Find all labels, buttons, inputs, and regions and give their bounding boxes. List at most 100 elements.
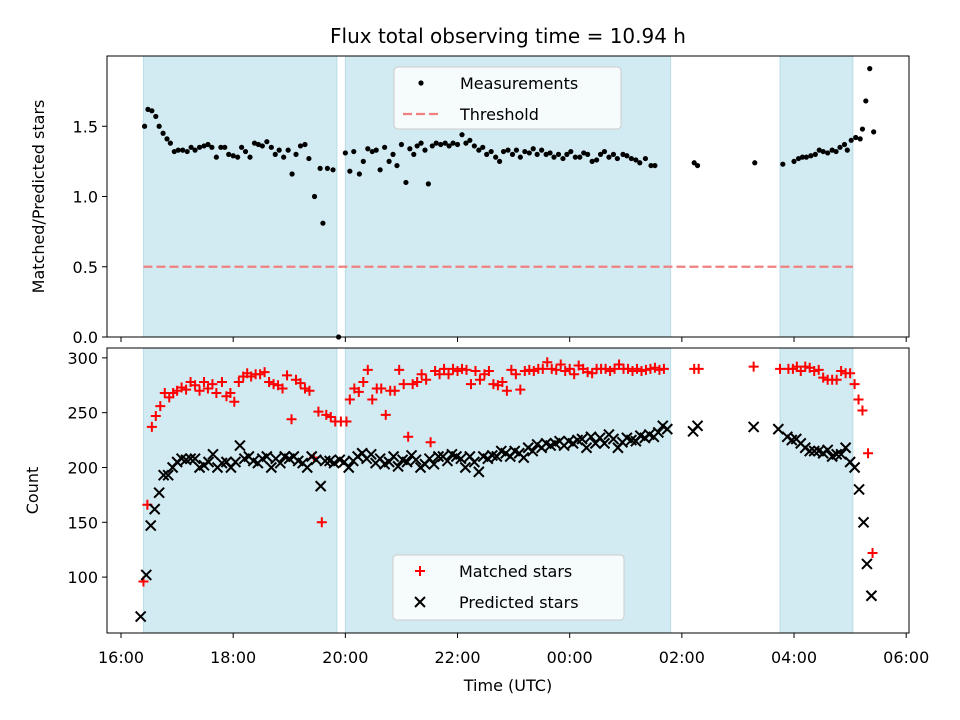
x-tick-label: 04:00: [771, 648, 817, 667]
data-point: [694, 162, 701, 169]
data-point: [376, 383, 387, 394]
data-point: [328, 457, 340, 469]
data-point: [407, 379, 418, 390]
data-point: [234, 439, 246, 452]
data-point: [597, 151, 604, 157]
data-point: [661, 423, 673, 435]
data-point: [207, 379, 218, 390]
data-point: [497, 376, 508, 387]
data-point: [598, 437, 611, 450]
data-point: [302, 141, 308, 148]
data-point: [190, 380, 201, 391]
data-point: [501, 385, 512, 396]
data-point: [392, 460, 404, 473]
data-point: [509, 151, 516, 157]
data-point: [506, 364, 517, 375]
data-point: [867, 547, 878, 558]
data-point: [614, 359, 625, 370]
y-tick-label: 250: [67, 404, 98, 423]
data-point: [748, 361, 759, 372]
data-point: [149, 108, 155, 114]
data-point: [800, 361, 811, 372]
data-point: [146, 421, 157, 432]
data-point: [468, 456, 481, 468]
lower-count-panel: 100 150 200 250 300 16:00 18:00 20:00 22:00 00:00…: [23, 347, 929, 667]
data-point: [175, 147, 181, 153]
data-point: [422, 147, 428, 153]
y-tick-label: 300: [67, 349, 98, 368]
data-point: [226, 151, 232, 157]
data-point: [636, 366, 647, 377]
data-point: [268, 379, 279, 390]
data-point: [640, 364, 651, 375]
legend-box: [392, 554, 625, 621]
data-point: [473, 466, 485, 478]
data-point: [285, 147, 291, 153]
data-point: [394, 364, 405, 375]
data-point: [551, 154, 557, 160]
data-point: [398, 379, 409, 390]
data-point: [398, 141, 405, 148]
data-point: [500, 148, 507, 155]
data-point: [344, 394, 355, 405]
data-point: [299, 383, 310, 394]
data-point: [818, 372, 829, 383]
data-point: [607, 433, 620, 445]
data-point: [461, 364, 472, 375]
data-point: [448, 363, 459, 374]
data-point: [859, 126, 866, 132]
data-point: [799, 154, 806, 160]
x-tick-label: 06:00: [883, 648, 929, 667]
data-point: [382, 144, 388, 150]
data-point: [235, 154, 241, 160]
y-tick-label: 1.5: [73, 117, 98, 136]
data-point: [425, 437, 436, 448]
data-point: [587, 368, 598, 379]
observing-interval-shade: [779, 347, 854, 634]
data-point: [480, 144, 486, 150]
data-point: [233, 376, 244, 387]
data-point: [434, 369, 445, 380]
data-point: [418, 140, 424, 146]
data-point: [803, 154, 809, 160]
data-point: [836, 366, 847, 377]
data-point: [369, 148, 375, 155]
series-matched-stars: [138, 357, 878, 587]
data-point: [474, 374, 485, 385]
legend: Matched stars Predicted stars: [392, 554, 625, 621]
data-point: [853, 483, 865, 496]
data-point: [429, 143, 435, 149]
data-point: [465, 379, 476, 390]
data-point: [863, 98, 869, 104]
data-point: [259, 143, 265, 149]
y-axis-label: Matched/Predicted stars: [29, 100, 48, 294]
data-point: [441, 455, 454, 467]
data-point: [560, 366, 571, 377]
data-point: [459, 132, 465, 138]
x-axis-label: Time (UTC): [463, 676, 552, 695]
data-point: [164, 136, 170, 142]
data-point: [141, 123, 148, 129]
data-point: [555, 359, 566, 370]
data-point: [585, 151, 591, 157]
data-point: [347, 168, 353, 174]
data-point: [341, 416, 352, 427]
y-tick-label: 150: [67, 513, 98, 532]
legend-label: Matched stars: [459, 562, 572, 581]
data-point: [319, 455, 331, 467]
series-predicted-stars: [134, 420, 878, 623]
x-tick-label: 16:00: [98, 648, 144, 667]
data-point: [577, 154, 583, 160]
data-point: [180, 147, 186, 153]
data-point: [537, 363, 548, 374]
data-point: [863, 448, 874, 459]
legend-label: Predicted stars: [459, 593, 579, 612]
data-point: [747, 421, 760, 433]
data-point: [140, 569, 152, 581]
data-point: [627, 366, 638, 377]
data-point: [159, 387, 170, 398]
data-point: [255, 141, 262, 148]
data-point: [181, 384, 192, 395]
data-point: [229, 456, 242, 468]
data-point: [861, 558, 873, 570]
